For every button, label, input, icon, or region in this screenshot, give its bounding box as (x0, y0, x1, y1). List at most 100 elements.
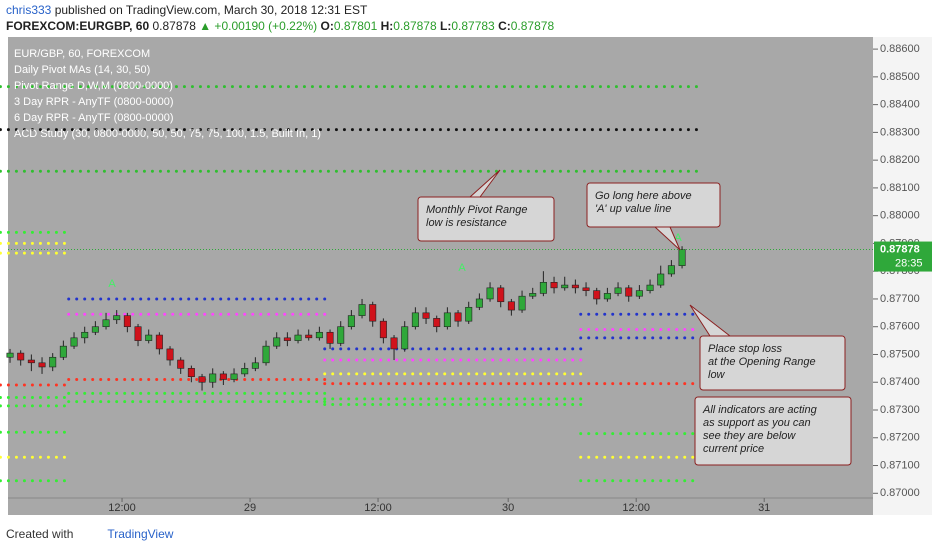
candle-body (262, 345, 270, 364)
callout-text: as support as you can (703, 417, 811, 429)
candle-body (571, 284, 579, 289)
header: chris333 published on TradingView.com, M… (6, 2, 554, 34)
callout-box (694, 396, 852, 466)
callout-pointer (654, 226, 681, 251)
h-label: H: (380, 19, 394, 33)
candle-body (81, 331, 89, 339)
price-tag-bg (874, 241, 932, 272)
chart: 0.88600 0.88500 0.88400 0.88300 0.88200 0.881… (0, 37, 932, 515)
candle-body (70, 337, 78, 347)
y-tick-label: 0.88300 (880, 126, 920, 138)
candle-body (38, 362, 46, 368)
candle-body (401, 326, 409, 350)
candle-body (411, 312, 419, 328)
author[interactable]: chris333 (6, 3, 52, 17)
callout-text: low (708, 369, 726, 381)
candle-body (369, 304, 377, 322)
candle-body (145, 334, 153, 341)
published: published on TradingView.com, March 30, … (54, 3, 368, 17)
legend-entry: Daily Pivot MAs (14, 30, 50) (14, 64, 150, 76)
y-tick-label: 0.87700 (880, 293, 920, 305)
candle-body (113, 315, 121, 321)
x-tick-label: 12:00 (364, 502, 392, 514)
candle-body (283, 337, 291, 341)
candle-body (507, 301, 515, 311)
x-tick-label: 31 (758, 502, 770, 514)
candle-body (625, 287, 633, 297)
callout-text: see they are below (703, 430, 796, 442)
legend-entry: ACD Study (30, 0800-0000, 50, 50, 75, 75… (14, 128, 321, 140)
l-label: L: (440, 19, 452, 33)
y-tick-label: 0.88400 (880, 99, 920, 111)
candle-body (155, 334, 163, 350)
callout-text: Place stop loss (708, 343, 782, 355)
candle-body (358, 304, 366, 316)
candle-body (209, 373, 217, 383)
y-tick-label: 0.87000 (880, 487, 920, 499)
price-tag: 0.87878 (880, 243, 920, 255)
candle-body (49, 356, 57, 368)
legend-entry: 3 Day RPR - AnyTF (0800-0000) (14, 96, 174, 108)
candle-body (529, 293, 537, 297)
candle-body (465, 306, 473, 322)
candle-body (593, 290, 601, 300)
candle-body (603, 293, 611, 300)
h: 0.87878 (393, 19, 437, 33)
candle-body (187, 368, 195, 377)
candle-body (102, 319, 110, 328)
marker-label: A (458, 262, 466, 274)
candle-body (497, 287, 505, 303)
candle-body (614, 287, 622, 294)
o-label: O: (320, 19, 334, 33)
y-tick-label: 0.88500 (880, 71, 920, 83)
callout-text: Go long here above (595, 190, 692, 202)
x-tick-label: 29 (244, 502, 256, 514)
candle-body (475, 298, 483, 308)
callout-text: low is resistance (426, 217, 507, 229)
c: 0.87878 (510, 19, 555, 33)
l: 0.87783 (451, 19, 495, 33)
callout-box (417, 196, 555, 242)
created: Created with (6, 527, 74, 541)
y-tick-label: 0.88100 (880, 182, 920, 194)
candle-body (251, 362, 259, 369)
y-tick-label: 0.87300 (880, 404, 920, 416)
candle-body (582, 287, 590, 291)
candle-body (241, 368, 249, 375)
candle-body (198, 376, 206, 383)
symbol: FOREXCOM:EURGBP, 60 (6, 19, 150, 33)
marker-label: A (674, 232, 682, 244)
candle-body (518, 295, 526, 311)
candle-body (550, 281, 558, 289)
candle-body (422, 312, 430, 319)
change: ▲ +0.00190 (+0.22%) (199, 19, 318, 33)
y-tick-label: 0.88200 (880, 154, 920, 166)
c-label: C: (498, 19, 511, 33)
price-axis-bg (873, 37, 932, 515)
candle-body (219, 373, 227, 380)
candle-body (230, 373, 238, 380)
legend-entry: 6 Day RPR - AnyTF (0800-0000) (14, 112, 174, 124)
legend-entry: Pivot Range D,W,M (0800-0000) (14, 80, 173, 92)
y-tick-label: 0.87500 (880, 348, 920, 360)
footer: Created with TradingView (6, 527, 173, 541)
candle-body (486, 287, 494, 300)
candle-body (678, 249, 686, 266)
candle-body (561, 284, 569, 289)
candle-body (443, 312, 451, 328)
candle-body (27, 359, 35, 364)
candle-body (347, 315, 355, 328)
candle-body (294, 334, 302, 341)
candle-body (6, 352, 14, 358)
candle-body (177, 359, 185, 369)
o: 0.87801 (333, 19, 378, 33)
candle-body (134, 326, 142, 341)
candle-body (91, 326, 99, 333)
y-tick-label: 0.87400 (880, 376, 920, 388)
candle-body (646, 284, 654, 291)
candle-body (454, 312, 462, 322)
candle-body (305, 334, 313, 339)
candle-body (315, 331, 323, 339)
brand[interactable]: TradingView (107, 527, 174, 541)
